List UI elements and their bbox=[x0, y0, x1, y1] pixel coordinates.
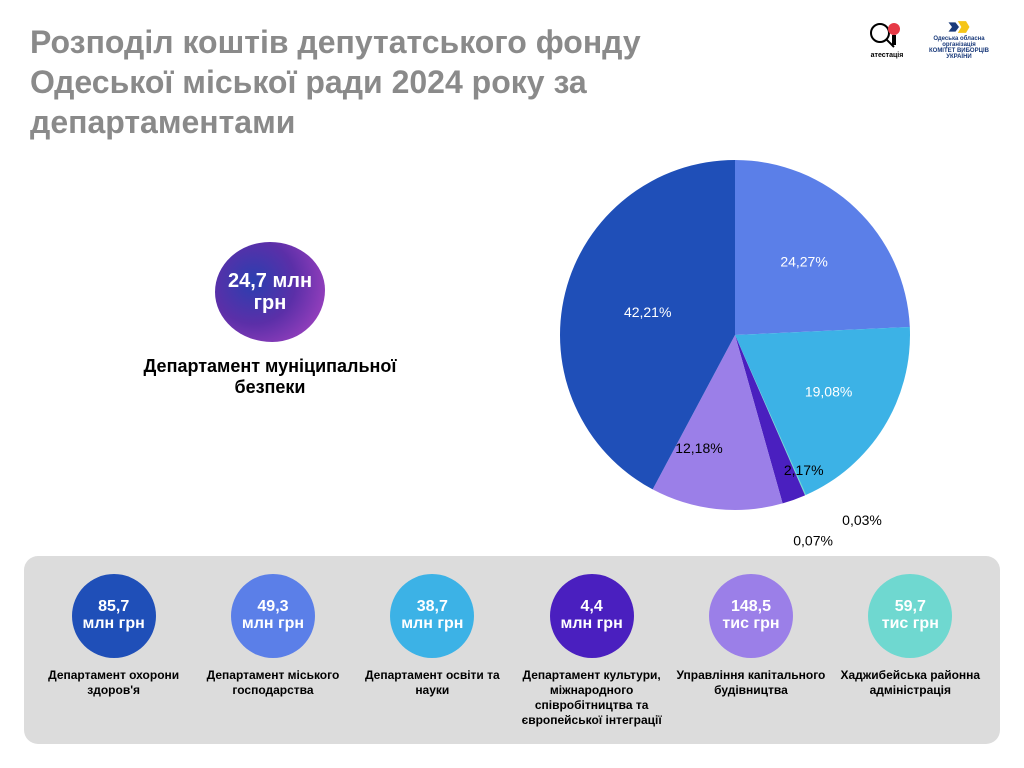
legend-bubble-0: 85,7млн грн bbox=[72, 574, 156, 658]
pie-slice-label-4: 2,17% bbox=[784, 462, 824, 478]
legend-item-2: 38,7млн грн Департамент освіти та науки bbox=[357, 574, 507, 698]
legend-bubble-3: 4,4млн грн bbox=[550, 574, 634, 658]
callout-label: Департамент муніципальної безпеки bbox=[130, 356, 410, 398]
legend-label-4: Управління капітального будівництва bbox=[676, 668, 826, 698]
legend-amount-2: 38,7млн грн bbox=[401, 599, 463, 633]
legend-label-1: Департамент міського господарства bbox=[198, 668, 348, 698]
legend-item-4: 148,5тис грн Управління капітального буді… bbox=[676, 574, 826, 698]
legend-item-5: 59,7тис грн Хаджибейська районна адмініст… bbox=[835, 574, 985, 698]
cvu-logo: Одеська обласна організація КОМІТЕТ ВИБО… bbox=[924, 20, 994, 60]
legend-amount-5: 59,7тис грн bbox=[882, 599, 939, 633]
pie-slice-label-5: 12,18% bbox=[675, 440, 722, 456]
pie-slice-label-2: 0,03% bbox=[842, 512, 882, 528]
legend-bubble-4: 148,5тис грн bbox=[709, 574, 793, 658]
legend-bubble-1: 49,3млн грн bbox=[231, 574, 315, 658]
legend-amount-0: 85,7млн грн bbox=[83, 599, 145, 633]
cvu-label-1: Одеська обласна організація bbox=[924, 36, 994, 48]
atestacia-label: атестація bbox=[864, 52, 910, 59]
cvu-label-2: КОМІТЕТ ВИБОРЦІВ УКРАЇНИ bbox=[924, 48, 994, 60]
legend-amount-4: 148,5тис грн bbox=[722, 599, 779, 633]
atestacia-logo: атестація bbox=[864, 21, 910, 59]
legend-bubble-2: 38,7млн грн bbox=[390, 574, 474, 658]
legend-amount-1: 49,3млн грн bbox=[242, 599, 304, 633]
page-title: Розподіл коштів депутатського фонду Одес… bbox=[30, 22, 650, 142]
legend-amount-3: 4,4млн грн bbox=[561, 599, 623, 633]
callout-bubble: 24,7 млн грн bbox=[215, 242, 325, 342]
legend-item-0: 85,7млн грн Департамент охорони здоров'я bbox=[39, 574, 189, 698]
callout-amount: 24,7 млн грн bbox=[215, 270, 325, 314]
pie-slice-0 bbox=[735, 160, 910, 335]
legend-label-0: Департамент охорони здоров'я bbox=[39, 668, 189, 698]
callout-department: 24,7 млн грн Департамент муніципальної б… bbox=[130, 242, 410, 398]
legend-label-3: Департамент культури, міжнародного співр… bbox=[517, 668, 667, 728]
legend-label-2: Департамент освіти та науки bbox=[357, 668, 507, 698]
legend-item-1: 49,3млн грн Департамент міського господар… bbox=[198, 574, 348, 698]
pie-slice-label-0: 24,27% bbox=[780, 253, 827, 269]
legend-label-5: Хаджибейська районна адміністрація bbox=[835, 668, 985, 698]
legend-item-3: 4,4млн грн Департамент культури, міжнарод… bbox=[517, 574, 667, 728]
pie-slice-label-3: 0,07% bbox=[793, 533, 833, 549]
legend-bubble-5: 59,7тис грн bbox=[868, 574, 952, 658]
logo-row: атестація Одеська обласна організація КО… bbox=[864, 20, 994, 60]
pie-slice-label-6: 42,21% bbox=[624, 304, 671, 320]
legend-panel: 85,7млн грн Департамент охорони здоров'я 4… bbox=[24, 556, 1000, 744]
pie-slice-label-1: 19,08% bbox=[805, 384, 852, 400]
pie-chart: 24,27%19,08%0,03%0,07%2,17%12,18%42,21% bbox=[520, 155, 1000, 535]
